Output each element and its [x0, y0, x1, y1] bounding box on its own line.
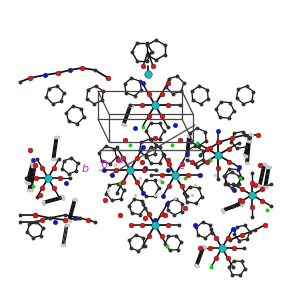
Text: b: b: [82, 164, 89, 174]
Text: c: c: [178, 161, 184, 171]
Text: a: a: [117, 155, 124, 165]
Text: 0: 0: [100, 160, 107, 170]
